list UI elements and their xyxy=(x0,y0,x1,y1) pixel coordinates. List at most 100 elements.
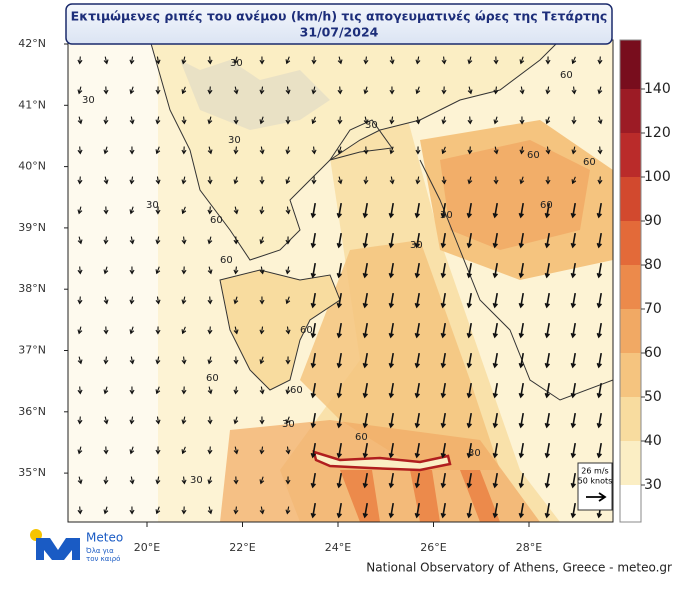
wind-arrow xyxy=(362,322,369,339)
wind-arrow xyxy=(77,176,83,185)
wind-arrow xyxy=(129,86,135,95)
wind-arrow xyxy=(362,472,369,489)
wind-arrow xyxy=(441,146,447,155)
wind-arrow xyxy=(311,116,317,125)
wind-arrow xyxy=(155,146,161,155)
wind-arrow xyxy=(103,206,109,215)
wind-arrow xyxy=(233,56,239,65)
wind-arrow xyxy=(545,176,551,185)
wind-arrow xyxy=(571,146,577,155)
wind-arrow xyxy=(440,472,447,489)
wind-arrow xyxy=(259,356,265,365)
wind-arrow xyxy=(440,352,447,369)
wind-arrow xyxy=(388,202,395,219)
wind-arrow xyxy=(103,386,109,395)
colorbar-band xyxy=(620,133,641,177)
wind-arrow xyxy=(207,326,213,335)
wind-arrow xyxy=(310,382,317,399)
wind-arrow xyxy=(259,116,265,125)
wind-arrow xyxy=(129,506,135,515)
wind-arrow xyxy=(519,176,525,185)
wind-arrow xyxy=(544,442,551,459)
wind-arrow xyxy=(414,412,421,429)
wind-arrow xyxy=(77,446,83,455)
wind-arrow xyxy=(103,176,109,185)
wind-arrow xyxy=(77,296,83,305)
wind-arrow xyxy=(362,232,369,249)
lat-label: 41°N xyxy=(18,98,46,111)
colorbar-band xyxy=(620,485,641,522)
wind-arrow xyxy=(310,262,317,279)
wind-arrow xyxy=(233,266,239,275)
lat-label: 35°N xyxy=(18,466,46,479)
arrow-legend xyxy=(577,462,613,511)
wind-arrow xyxy=(388,322,395,339)
wind-arrow xyxy=(388,292,395,309)
wind-arrow xyxy=(389,146,395,155)
wind-arrow xyxy=(467,56,473,65)
wind-arrow xyxy=(181,206,187,215)
wind-arrow xyxy=(155,176,161,185)
wind-arrow xyxy=(207,116,213,125)
wind-arrow xyxy=(492,292,499,309)
wind-arrow xyxy=(467,116,473,125)
wind-arrow xyxy=(492,262,499,279)
wind-arrow xyxy=(467,86,473,95)
wind-arrow xyxy=(285,266,291,275)
wind-arrow xyxy=(233,236,239,245)
wind-arrow xyxy=(181,326,187,335)
wind-arrow xyxy=(518,472,525,489)
wind-arrow xyxy=(414,232,421,249)
gust-zone xyxy=(340,470,500,522)
wind-arrow xyxy=(311,86,317,95)
wind-arrow xyxy=(310,352,317,369)
wind-arrow xyxy=(336,442,343,459)
wind-arrow xyxy=(597,56,603,65)
wind-arrow xyxy=(570,262,577,279)
wind-arrow xyxy=(466,502,473,519)
wind-arrow xyxy=(519,56,525,65)
wind-arrow xyxy=(440,412,447,429)
contour-label: 60 xyxy=(220,255,233,266)
colorbar-label: 70 xyxy=(644,301,662,317)
wind-arrow xyxy=(440,262,447,279)
wind-arrow xyxy=(414,322,421,339)
wind-arrow xyxy=(362,412,369,429)
wind-arrow xyxy=(103,236,109,245)
colorbar-label: 60 xyxy=(644,345,662,361)
wind-arrow xyxy=(466,382,473,399)
wind-arrow xyxy=(181,266,187,275)
logo-mark xyxy=(36,538,80,560)
lon-label: 20°E xyxy=(134,541,160,554)
wind-arrow xyxy=(492,442,499,459)
wind-arrow xyxy=(129,416,135,425)
colorbar-band xyxy=(620,265,641,309)
wind-arrow xyxy=(103,146,109,155)
wind-arrow xyxy=(414,382,421,399)
wind-arrow xyxy=(337,176,343,185)
wind-arrow xyxy=(77,116,83,125)
wind-arrow xyxy=(207,506,213,515)
wind-arrow xyxy=(466,442,473,459)
wind-arrow xyxy=(233,476,239,485)
wind-arrow xyxy=(181,116,187,125)
wind-arrow xyxy=(155,86,161,95)
wind-arrow xyxy=(181,56,187,65)
wind-arrow xyxy=(440,502,447,519)
wind-arrow xyxy=(181,446,187,455)
wind-arrow xyxy=(388,382,395,399)
wind-arrow xyxy=(414,202,421,219)
wind-arrow xyxy=(181,296,187,305)
wind-arrow xyxy=(337,146,343,155)
wind-arrow xyxy=(155,476,161,485)
wind-arrow xyxy=(207,236,213,245)
wind-arrow xyxy=(440,202,447,219)
wind-arrow xyxy=(310,442,317,459)
wind-arrow xyxy=(544,202,551,219)
wind-arrow xyxy=(596,352,603,369)
wind-arrow xyxy=(519,116,525,125)
contour-label: 30 xyxy=(468,448,481,459)
wind-arrow xyxy=(181,356,187,365)
wind-arrow xyxy=(492,352,499,369)
wind-arrow xyxy=(181,416,187,425)
